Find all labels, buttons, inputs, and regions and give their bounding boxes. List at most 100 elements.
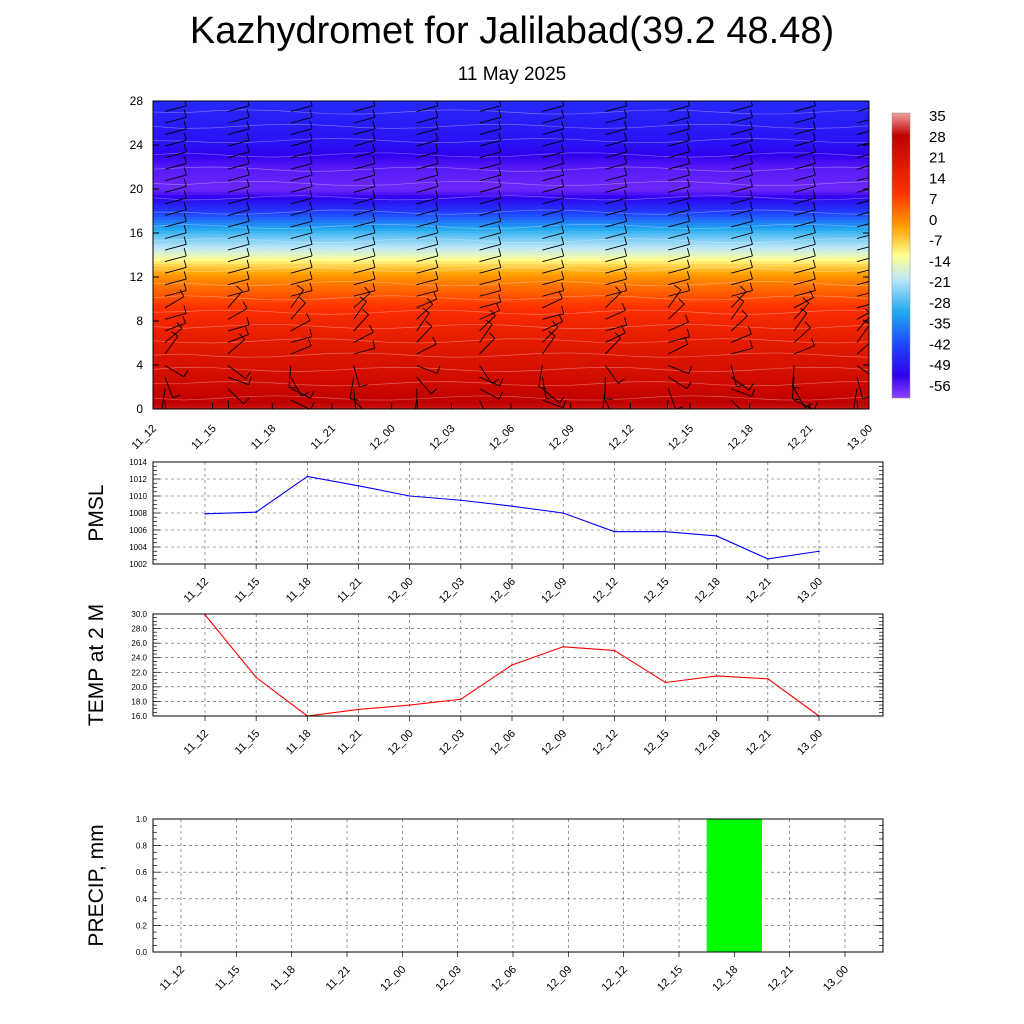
section-x-tick-label: 13_00 bbox=[845, 423, 875, 453]
wind-barb bbox=[542, 174, 564, 182]
temperature-band bbox=[153, 180, 869, 185]
wind-barb-flag bbox=[372, 201, 376, 210]
wind-barb-flag bbox=[624, 213, 628, 222]
temperature-band bbox=[153, 268, 869, 273]
wind-barb bbox=[542, 313, 564, 320]
wind-barb-flag bbox=[489, 309, 496, 316]
isotherm-contour bbox=[153, 109, 869, 115]
wind-barb-flag bbox=[749, 144, 753, 153]
wind-barb-flag bbox=[804, 403, 813, 409]
wind-barb-flag bbox=[183, 213, 187, 222]
temperature-band bbox=[153, 354, 869, 358]
wind-barb-flag bbox=[812, 271, 816, 280]
wind-barb bbox=[290, 163, 313, 170]
wind-barb bbox=[416, 105, 439, 112]
precip-x-tick-label: 12_15 bbox=[655, 964, 685, 994]
pmsl-data-point bbox=[460, 499, 462, 502]
wind-barb bbox=[668, 365, 689, 375]
wind-barb-flag bbox=[812, 213, 816, 222]
wind-barb bbox=[290, 232, 313, 239]
wind-barb bbox=[605, 232, 627, 239]
colorbar-tick-label: -35 bbox=[929, 316, 951, 333]
temperature-band bbox=[153, 145, 869, 149]
wind-barb bbox=[164, 365, 185, 378]
wind-barb bbox=[290, 290, 313, 297]
temperature-band bbox=[153, 208, 869, 212]
pmsl-x-tick-label: 12_03 bbox=[437, 576, 467, 606]
wind-barb bbox=[164, 232, 187, 239]
wind-barb bbox=[793, 197, 816, 205]
wind-barb-flag bbox=[183, 155, 187, 164]
wind-barb bbox=[668, 321, 689, 332]
chart-title: Kazhydromet for Jalilabad(39.2 48.48) bbox=[189, 10, 835, 52]
temperature-band bbox=[153, 312, 869, 317]
wind-barb bbox=[416, 376, 432, 395]
wind-barb-flag bbox=[561, 248, 565, 257]
wind-barb-flag bbox=[812, 121, 816, 129]
temperature-band bbox=[153, 117, 869, 121]
wind-barb-flag bbox=[183, 248, 187, 257]
wind-barb-flag bbox=[246, 317, 250, 326]
wind-barb-flag bbox=[498, 167, 502, 176]
colorbar-tick-label: -49 bbox=[929, 357, 951, 374]
wind-barb-flag bbox=[246, 155, 250, 164]
wind-barb bbox=[791, 365, 795, 388]
wind-barb-flag bbox=[859, 421, 867, 422]
wind-barb bbox=[731, 347, 753, 355]
wind-barb bbox=[353, 347, 376, 355]
wind-barb-flag bbox=[499, 378, 504, 386]
temperature-band bbox=[153, 139, 869, 143]
wind-barb-flag bbox=[736, 384, 745, 388]
wind-barb-flag bbox=[246, 236, 250, 245]
wind-barb-flag bbox=[309, 328, 313, 337]
wind-barb bbox=[856, 304, 869, 309]
temperature-band bbox=[153, 310, 869, 314]
wind-barb-flag bbox=[413, 422, 421, 423]
isotherm-contour bbox=[153, 238, 869, 244]
wind-barb bbox=[290, 151, 313, 159]
wind-barb bbox=[164, 267, 187, 274]
wind-barb bbox=[227, 220, 250, 228]
wind-barb bbox=[353, 139, 376, 147]
isotherm-contour bbox=[153, 381, 869, 387]
wind-barb-flag bbox=[749, 224, 753, 233]
pmsl-y-tick-label: 1008 bbox=[129, 509, 147, 518]
wind-barb-flag bbox=[615, 286, 622, 293]
wind-barb-flag bbox=[309, 167, 313, 176]
precip-x-tick-label: 11_12 bbox=[158, 964, 188, 994]
wind-barb-flag bbox=[561, 101, 565, 106]
wind-barb-flag bbox=[687, 271, 690, 280]
wind-barb-flag bbox=[813, 101, 816, 106]
wind-barb bbox=[227, 209, 250, 216]
wind-barb bbox=[353, 105, 376, 112]
wind-barb-flag bbox=[435, 132, 439, 141]
wind-barb bbox=[416, 255, 439, 263]
precip-x-tick-label: 11_15 bbox=[213, 964, 243, 994]
precip-x-tick-label: 12_06 bbox=[489, 964, 519, 994]
wind-barb bbox=[668, 243, 690, 251]
wind-barb-flag bbox=[372, 259, 376, 268]
temperature-band bbox=[153, 345, 869, 350]
section-x-tick-label: 12_12 bbox=[606, 423, 636, 453]
wind-barb-flag bbox=[362, 308, 369, 316]
wind-barb-flag bbox=[687, 213, 690, 222]
temperature-band bbox=[153, 230, 869, 234]
wind-barb-flag bbox=[561, 271, 565, 280]
temperature-band bbox=[153, 213, 869, 218]
wind-barb-flag bbox=[498, 132, 502, 141]
wind-barb-flag bbox=[433, 291, 438, 300]
wind-barb-flag bbox=[876, 271, 878, 279]
precip-x-tick-label: 12_21 bbox=[766, 964, 796, 994]
temperature-band bbox=[153, 257, 869, 262]
wind-barb bbox=[668, 267, 690, 274]
wind-barb bbox=[416, 278, 439, 286]
isotherm-contour bbox=[153, 281, 869, 287]
wind-barb bbox=[416, 298, 438, 309]
section-x-tick-label: 12_09 bbox=[547, 423, 577, 453]
temperature-band bbox=[153, 164, 869, 168]
wind-barb bbox=[479, 315, 496, 332]
wind-barb-flag bbox=[749, 271, 753, 280]
wind-barb bbox=[290, 336, 313, 343]
precip-x-tick-label: 13_00 bbox=[821, 964, 851, 994]
wind-barb bbox=[479, 139, 501, 147]
